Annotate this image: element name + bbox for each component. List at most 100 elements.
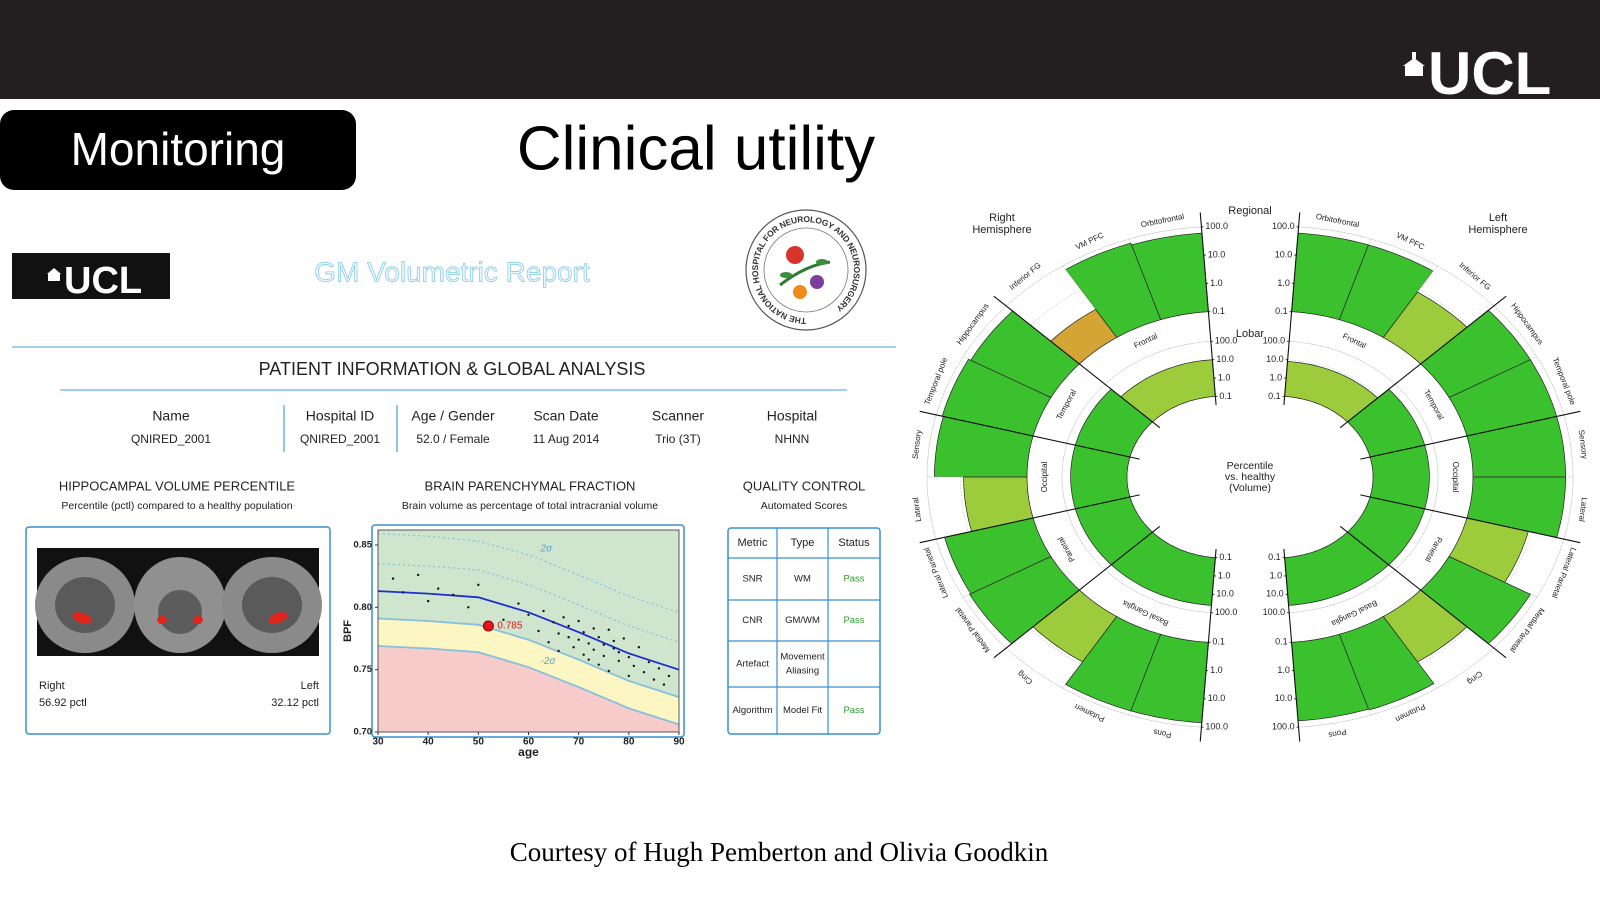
grid-arc — [962, 305, 1007, 357]
data-point — [667, 674, 671, 678]
data-point — [652, 678, 656, 681]
sigma-curve — [378, 533, 679, 613]
qc-header: Metric — [738, 537, 768, 549]
data-point — [612, 639, 615, 643]
lobar-label: Temporal — [1422, 388, 1446, 421]
lobar-label: Occipital — [1040, 461, 1049, 492]
data-point — [542, 609, 545, 613]
qc-cell: Aliasing — [786, 666, 819, 677]
grid-arc — [1289, 569, 1396, 613]
grid-arc — [1066, 383, 1106, 444]
lobar-label: Parietal — [1423, 535, 1444, 563]
grid-arc — [1370, 687, 1438, 716]
grid-arc — [1493, 305, 1538, 357]
side-label: Right — [39, 680, 65, 692]
regional-label: Sensory — [911, 429, 924, 459]
grid-arc — [960, 476, 969, 533]
qc-cell: Pass — [843, 615, 864, 626]
regional-label: Orbitofrontal — [1315, 212, 1360, 229]
data-point — [557, 649, 560, 653]
r-tick-label: 100.0 — [1263, 336, 1286, 346]
center-label: vs. healthy — [1225, 471, 1276, 483]
lobe-separator — [993, 525, 1161, 659]
lobe-separator — [993, 295, 1161, 429]
y-tick-label: 0.70 — [354, 727, 373, 738]
patient-value-label: 0.785 — [497, 621, 522, 632]
center-label: Percentile — [1227, 460, 1274, 472]
r-tick-label: 10.0 — [1266, 589, 1284, 599]
badge-text: Monitoring — [71, 123, 286, 175]
qc-cell: SNR — [742, 574, 762, 585]
y-tick-label: 0.80 — [354, 602, 373, 613]
grid-arc — [1536, 356, 1565, 415]
lobar-label: Temporal — [1055, 388, 1079, 421]
y-tick-label: 0.75 — [354, 664, 373, 675]
grid-arc — [935, 539, 964, 598]
patient-point — [482, 620, 494, 632]
data-point — [602, 654, 605, 658]
r-tick-label: 1.0 — [1218, 372, 1231, 382]
y-tick-label: 0.85 — [354, 539, 373, 550]
data-point — [602, 643, 605, 646]
x-tick-label: 60 — [523, 737, 535, 748]
data-point — [452, 593, 455, 597]
sigma-curve — [378, 590, 679, 671]
data-point — [391, 577, 395, 580]
x-tick-label: 40 — [423, 737, 435, 748]
sigma-curve — [378, 563, 679, 643]
grid-arc — [1006, 265, 1063, 307]
r-tick-label: 10.0 — [1208, 250, 1226, 260]
r-tick-label: 100.0 — [1272, 722, 1295, 732]
x-tick-label: 70 — [573, 737, 585, 748]
grid-arc — [1536, 539, 1565, 598]
lobe-separator — [1339, 295, 1507, 429]
lobe-separator — [1339, 525, 1507, 659]
data-point — [557, 632, 560, 635]
data-point — [657, 667, 661, 670]
lobe-separator — [919, 494, 1140, 544]
r-tick-label: 1.0 — [1277, 278, 1290, 288]
qc-cell: Algorithm — [732, 705, 772, 716]
data-point — [426, 599, 430, 603]
badge-box — [0, 110, 356, 190]
r-tick-label: 1.0 — [1210, 278, 1223, 288]
lobar-label: Parietal — [1056, 535, 1077, 563]
r-tick-label: 0.1 — [1275, 306, 1288, 316]
regional-label: Orbitofrontal — [1140, 212, 1185, 229]
lobe-separator — [1199, 549, 1217, 742]
grid-arc — [1104, 569, 1211, 613]
data-point — [642, 670, 646, 674]
credit: Courtesy of Hugh Pemberton and Olivia Go… — [510, 837, 1049, 867]
r-tick-label: 0.1 — [1212, 637, 1225, 647]
header-logo: UCL — [1428, 40, 1551, 107]
qc-cell: CNR — [742, 615, 763, 626]
qc-header: Status — [838, 537, 870, 549]
lobe-separator — [1360, 410, 1581, 460]
r-tick-label: 1.0 — [1270, 570, 1283, 580]
x-tick-label: 30 — [372, 737, 384, 748]
curve-label: 2σ — [540, 544, 554, 555]
data-point — [662, 683, 666, 686]
patient-field-label: Hospital — [767, 408, 818, 424]
center-label: (Volume) — [1229, 482, 1271, 494]
r-tick-label: 0.1 — [1275, 637, 1288, 647]
band-area — [378, 646, 679, 732]
plot-area — [378, 530, 679, 732]
qc-cell: GM/WM — [785, 615, 820, 626]
qc-cell: Pass — [843, 574, 864, 585]
regional-label: Lateral — [911, 497, 923, 523]
data-point — [617, 659, 620, 663]
grid-arc — [1394, 383, 1434, 444]
grid-arc — [1493, 597, 1538, 649]
data-point — [567, 624, 570, 628]
hemisphere-name: Right — [989, 212, 1015, 224]
qc-header: Type — [791, 537, 815, 549]
panel-title: HIPPOCAMPAL VOLUME PERCENTILE — [59, 478, 296, 493]
r-tick-label: 100.0 — [1272, 221, 1295, 231]
patient-field-value: QNIRED_2001 — [300, 432, 380, 446]
r-tick-label: 100.0 — [1263, 607, 1286, 617]
data-point — [517, 602, 520, 605]
lobar-label: Frontal — [1341, 331, 1368, 350]
